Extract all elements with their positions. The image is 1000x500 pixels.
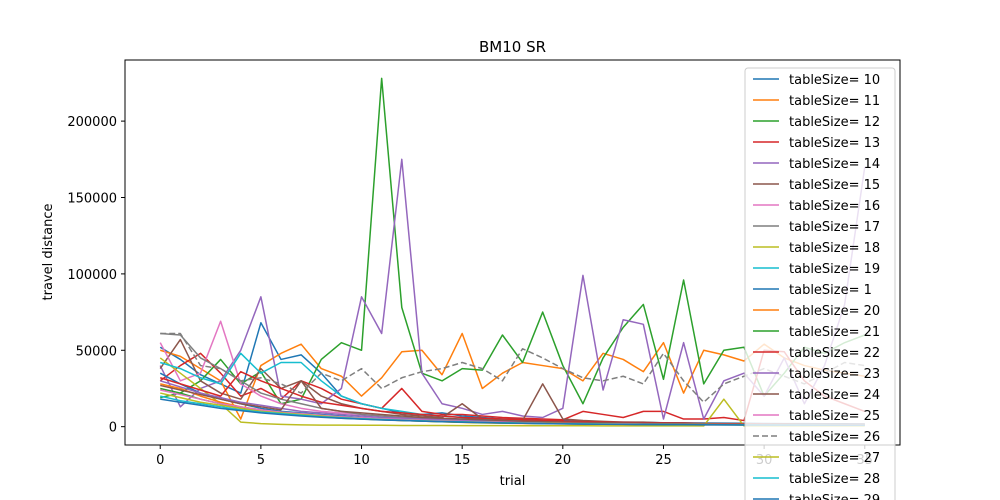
legend-label: tableSize= 18 <box>789 241 880 256</box>
legend-label: tableSize= 22 <box>789 346 880 361</box>
legend-label: tableSize= 15 <box>789 178 880 193</box>
y-tick-label: 100000 <box>67 268 117 283</box>
y-tick-label: 50000 <box>76 344 117 359</box>
legend-label: tableSize= 1 <box>789 283 872 298</box>
legend-label: tableSize= 21 <box>789 325 880 340</box>
chart-title: BM10 SR <box>479 38 546 56</box>
y-axis-label: travel distance <box>41 204 56 301</box>
x-tick-label: 0 <box>156 453 164 468</box>
plot-frame <box>124 59 901 446</box>
x-tick-label: 15 <box>454 453 471 468</box>
x-tick-label: 5 <box>257 453 265 468</box>
legend-label: tableSize= 16 <box>789 199 880 214</box>
x-axis-label: trial <box>500 474 526 489</box>
legend-label: tableSize= 11 <box>789 94 880 109</box>
legend-label: tableSize= 24 <box>789 388 880 403</box>
x-tick-label: 25 <box>655 453 672 468</box>
y-tick-label: 200000 <box>67 115 117 130</box>
legend-label: tableSize= 10 <box>789 73 880 88</box>
legend-label: tableSize= 29 <box>789 493 880 500</box>
legend-label: tableSize= 23 <box>789 367 880 382</box>
legend-label: tableSize= 19 <box>789 262 880 277</box>
legend-label: tableSize= 26 <box>789 430 880 445</box>
legend-label: tableSize= 20 <box>789 304 880 319</box>
legend-label: tableSize= 12 <box>789 115 880 130</box>
legend-label: tableSize= 25 <box>789 409 880 424</box>
legend-box <box>744 67 896 500</box>
legend-label: tableSize= 14 <box>789 157 880 172</box>
legend-label: tableSize= 13 <box>789 136 880 151</box>
legend-label: tableSize= 28 <box>789 472 880 487</box>
legend-label: tableSize= 27 <box>789 451 880 466</box>
legend: tableSize= 10 tableSize= 11 tableSize= 12 t… <box>744 67 896 500</box>
x-tick-label: 10 <box>353 453 370 468</box>
legend-label: tableSize= 17 <box>789 220 880 235</box>
x-tick-label: 20 <box>555 453 572 468</box>
y-tick-label: 0 <box>109 421 117 436</box>
y-tick-label: 150000 <box>67 192 117 207</box>
